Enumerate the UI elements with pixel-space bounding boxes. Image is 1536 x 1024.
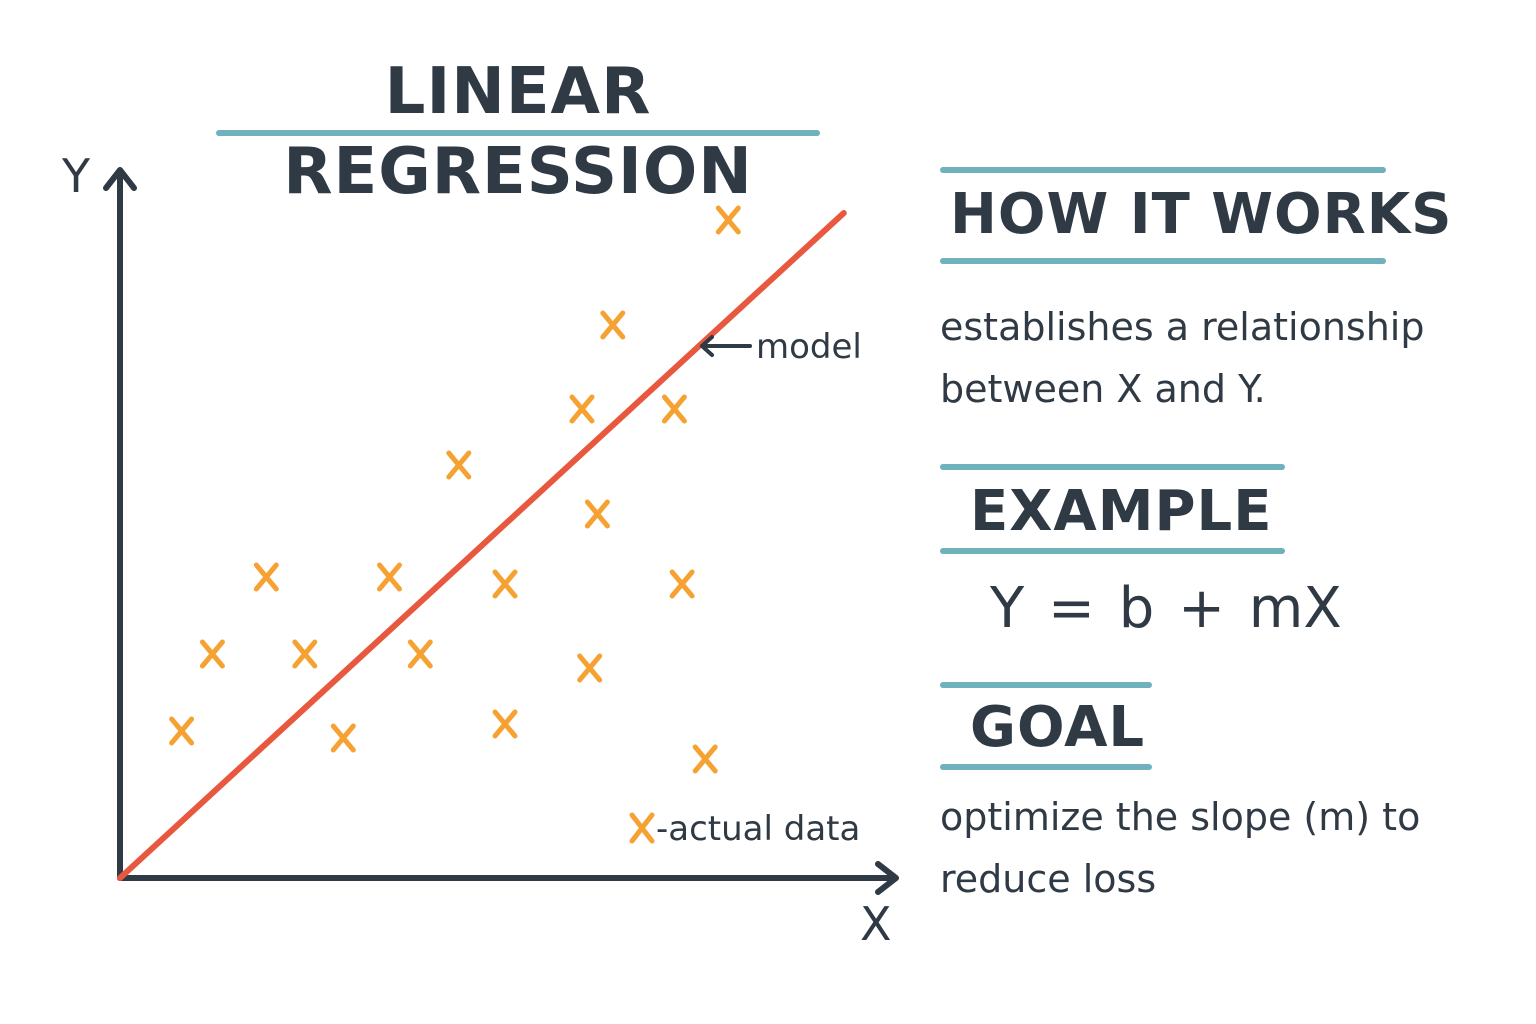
data-point-17 <box>692 744 718 774</box>
example-rule-bottom <box>940 548 1285 554</box>
data-point-3 <box>253 562 279 592</box>
data-point-16 <box>669 569 695 599</box>
data-point-15 <box>661 394 687 424</box>
y-axis-arrow-icon <box>103 167 137 191</box>
goal-rule-bottom <box>940 764 1152 770</box>
data-points <box>169 205 741 774</box>
goal-text: optimize the slope (m) to reduce loss <box>940 795 1421 901</box>
example-rule-top <box>940 464 1285 470</box>
y-axis-label: Y <box>61 149 91 203</box>
how-it-works-rule-bottom <box>940 258 1386 264</box>
data-point-10 <box>492 709 518 739</box>
goal-heading: GOAL <box>970 695 1146 760</box>
x-axis-arrow-icon <box>875 861 899 895</box>
data-point-13 <box>584 499 610 529</box>
example-heading: EXAMPLE <box>970 479 1273 544</box>
data-point-7 <box>407 639 433 669</box>
data-point-9 <box>492 569 518 599</box>
legend: -actual data <box>629 809 860 849</box>
model-annotation: model <box>700 327 862 367</box>
page-title: LINEAR REGRESSION <box>283 55 753 209</box>
scatter-chart: Y X model -actual data <box>61 149 899 951</box>
legend-label: -actual data <box>656 809 860 849</box>
x-axis-label: X <box>860 897 892 951</box>
title-underline <box>216 130 820 136</box>
data-point-6 <box>377 562 402 592</box>
x-marker-icon <box>629 812 655 844</box>
arrow-left-head <box>700 335 714 357</box>
data-point-11 <box>569 394 595 424</box>
how-it-works-heading: HOW IT WORKS <box>950 182 1453 247</box>
data-point-4 <box>292 639 318 669</box>
data-point-8 <box>446 450 472 480</box>
data-point-14 <box>600 310 626 340</box>
how-it-works-text: establishes a relationship between X and… <box>940 305 1425 411</box>
data-point-1 <box>169 716 195 746</box>
data-point-18 <box>715 205 741 235</box>
how-it-works-rule-top <box>940 167 1386 173</box>
data-point-12 <box>577 653 603 683</box>
goal-rule-top <box>940 682 1152 688</box>
model-line <box>117 210 847 881</box>
model-label: model <box>756 327 862 367</box>
example-formula: Y = b + mX <box>990 576 1342 641</box>
data-point-5 <box>330 723 356 753</box>
data-point-2 <box>199 639 225 669</box>
